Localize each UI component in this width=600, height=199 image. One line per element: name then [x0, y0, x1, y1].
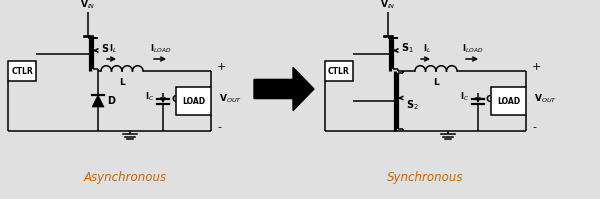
- Bar: [176, 87, 211, 115]
- Polygon shape: [92, 95, 104, 107]
- Text: CTLR: CTLR: [328, 66, 350, 75]
- Text: Asynchronous: Asynchronous: [83, 171, 167, 183]
- Text: L: L: [433, 78, 439, 87]
- Text: LOAD: LOAD: [182, 97, 205, 105]
- Polygon shape: [254, 67, 314, 111]
- Text: +: +: [532, 62, 541, 72]
- Text: C: C: [171, 95, 178, 103]
- Bar: [8, 61, 36, 81]
- Bar: [491, 87, 526, 115]
- Text: D: D: [107, 96, 115, 106]
- Text: L: L: [119, 78, 125, 87]
- Text: V$_{IN}$: V$_{IN}$: [80, 0, 96, 11]
- Text: S$_1$: S$_1$: [401, 42, 414, 55]
- Text: I$_L$: I$_L$: [424, 43, 431, 55]
- Text: V$_{OUT}$: V$_{OUT}$: [219, 93, 242, 105]
- Text: V$_{OUT}$: V$_{OUT}$: [534, 93, 557, 105]
- Text: S: S: [101, 44, 108, 54]
- Text: I$_{LOAD}$: I$_{LOAD}$: [463, 43, 484, 55]
- Bar: [325, 61, 353, 81]
- Text: V$_{IN}$: V$_{IN}$: [380, 0, 396, 11]
- Text: I$_{LOAD}$: I$_{LOAD}$: [151, 43, 172, 55]
- Text: I$_C$: I$_C$: [460, 91, 469, 103]
- Text: I$_L$: I$_L$: [109, 43, 118, 55]
- Text: CTLR: CTLR: [11, 66, 33, 75]
- Text: -: -: [532, 122, 536, 132]
- Text: Synchronous: Synchronous: [387, 171, 463, 183]
- Text: C: C: [486, 95, 493, 103]
- Text: +: +: [217, 62, 226, 72]
- Text: -: -: [217, 122, 221, 132]
- Text: I$_C$: I$_C$: [145, 91, 154, 103]
- Text: LOAD: LOAD: [497, 97, 520, 105]
- Text: S$_2$: S$_2$: [406, 98, 419, 112]
